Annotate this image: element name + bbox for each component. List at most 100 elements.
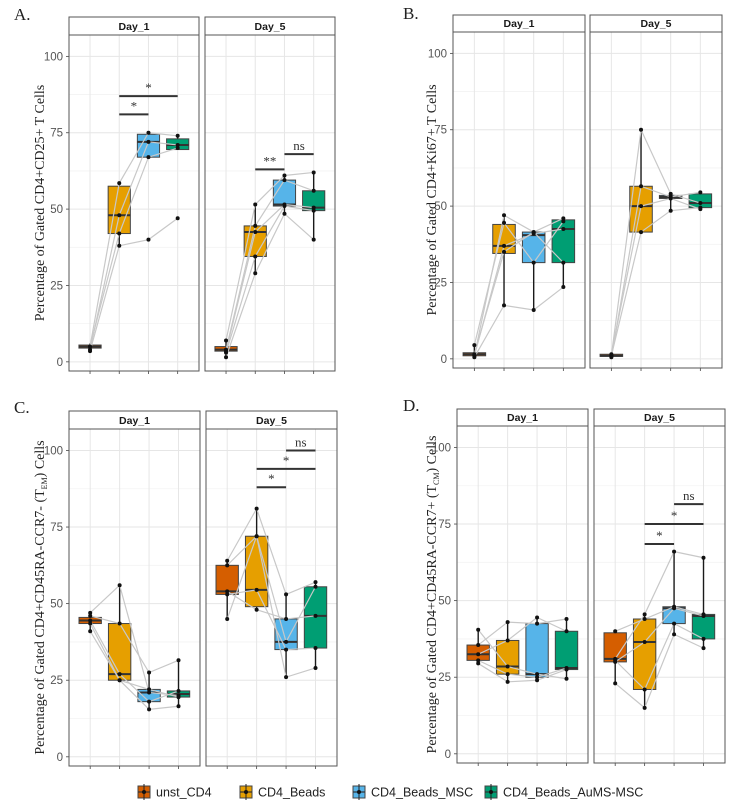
paired-line [89,584,179,697]
y-tick-label: 100 [44,445,63,457]
data-point [176,695,181,700]
paired-line [477,659,567,678]
data-point [502,213,507,218]
paired-line [226,590,316,620]
data-point [698,201,703,206]
data-point [672,621,677,626]
data-point [561,227,566,232]
data-point [505,638,510,643]
data-point [147,690,152,695]
y-axis-label: Percentage of Gated CD4+CD45RA-CCR7+ (TC… [425,436,441,754]
facet-title: Day_1 [504,18,535,30]
data-point [313,584,318,589]
data-point [701,613,706,618]
y-tick-label: 75 [50,128,63,140]
data-point [147,687,152,692]
paired-line [225,171,314,341]
data-point [147,670,152,675]
data-point [224,355,229,360]
panel-label: A. [14,5,31,24]
y-tick-label: 0 [57,752,63,764]
y-axis-label: Percentage of Gated CD4+CD25+ T Cells [33,85,48,322]
data-point [613,659,618,664]
paired-line [89,630,179,710]
paired-line [473,221,564,346]
data-point [254,587,259,592]
box-body [492,223,516,254]
legend-item-CD4_Beads_AuMS-MSC: CD4_Beads_AuMS-MSC [484,784,643,800]
data-point [698,190,703,195]
data-point [117,243,122,248]
data-point [176,658,181,663]
data-point [117,621,122,626]
paired-line [89,623,179,698]
data-point [253,202,258,207]
facet-title: Day_5 [644,412,675,424]
paired-line [89,147,178,347]
facet-title: Day_1 [119,21,150,33]
data-point [88,618,93,623]
y-tick-label: 25 [50,675,63,687]
box-body [632,618,657,690]
paired-line [477,618,567,646]
paired-line [225,212,315,358]
data-point [147,707,152,712]
legend-item-CD4_Beads: CD4_Beads [239,784,325,800]
paired-line [614,633,704,709]
data-point [701,646,706,651]
data-point [564,617,569,622]
box-body [525,623,549,678]
data-point [476,661,481,666]
data-point [176,704,181,709]
data-point [254,506,259,511]
legend-label: unst_CD4 [156,786,212,800]
y-tick-label: 0 [445,749,451,761]
data-point [642,639,647,644]
data-point [472,352,477,357]
paired-line [225,203,314,352]
panel-border [204,34,336,372]
data-point [284,616,289,621]
data-point [88,344,93,349]
data-point [282,211,287,216]
facet-title: Day_1 [507,412,538,424]
data-point [88,610,93,615]
data-point [146,237,151,242]
panel-label: B. [403,4,419,23]
box-body [107,623,132,681]
facet-day_5: Day_5 [589,14,723,371]
y-axis-label: Percentage of Gated CD4+CD45RA-CCR7- (TE… [33,440,49,754]
y-tick-label: 25 [438,672,451,684]
y-tick-label: 50 [434,201,447,213]
data-point [311,170,316,175]
facet-day_1: Day_1 [452,14,586,371]
significance-label: * [268,471,275,486]
data-point [531,307,536,312]
data-point [609,353,614,358]
legend-label: CD4_Beads [258,786,325,800]
significance-label: * [145,80,152,95]
data-point [472,355,477,360]
y-tick-label: 50 [50,204,63,216]
data-point [88,629,93,634]
legend: unst_CD4 CD4_Beads CD4_Beads_MSC CD4_Beads_… [137,784,643,800]
data-point [613,629,618,634]
facet-day_5: Day_5**ns [205,410,338,769]
data-point [311,237,316,242]
data-point [313,665,318,670]
data-point [313,580,318,585]
y-tick-label: 75 [434,125,447,137]
facet-day_1: Day_1 [456,408,589,766]
data-point [639,127,644,132]
significance-label: ns [295,434,307,449]
data-point [311,205,316,210]
data-point [698,205,703,210]
facet-day_5: Day_5**ns [204,16,336,374]
paired-line [610,185,701,358]
paired-line [614,550,704,660]
data-point [476,627,481,632]
data-point [535,675,540,680]
data-point [176,688,181,693]
data-point [88,349,93,354]
significance-label: * [671,508,678,523]
